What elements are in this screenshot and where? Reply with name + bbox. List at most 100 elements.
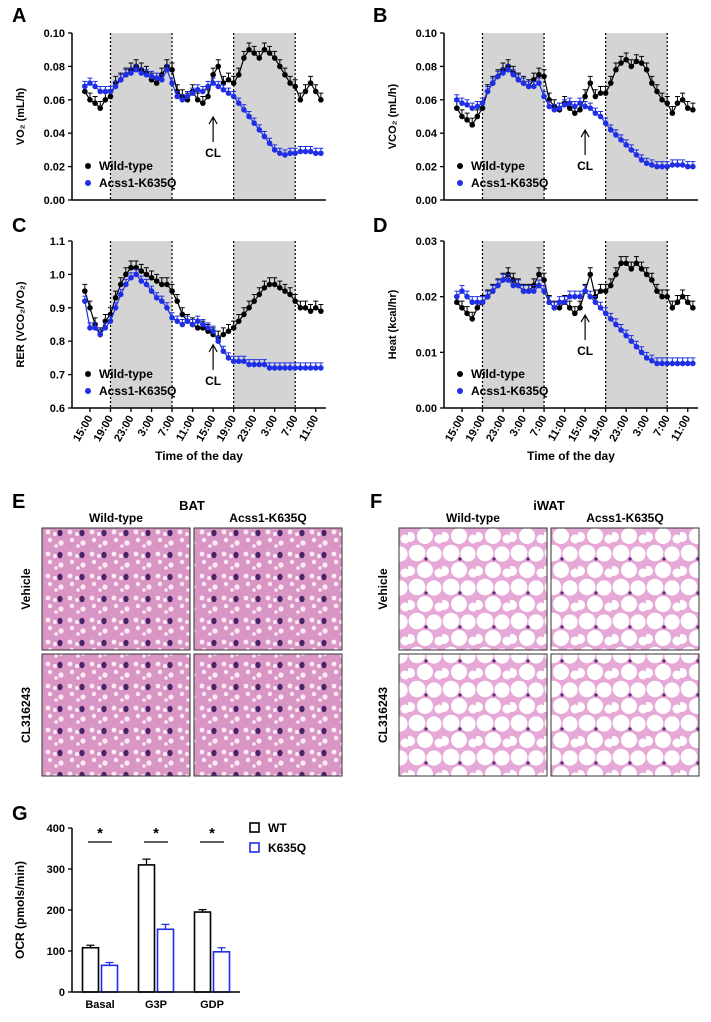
data-point <box>123 271 129 278</box>
data-point <box>292 365 299 371</box>
data-point <box>302 365 309 371</box>
data-point <box>674 162 681 168</box>
data-point <box>251 298 257 304</box>
data-point <box>649 277 655 283</box>
data-point <box>123 71 129 78</box>
data-point <box>230 358 237 365</box>
data-point <box>92 325 98 331</box>
legend-marker <box>249 822 260 833</box>
data-point <box>112 305 119 311</box>
data-point <box>277 284 283 291</box>
data-point <box>282 365 288 371</box>
data-point <box>112 83 119 90</box>
data-point <box>307 80 314 86</box>
data-point <box>607 80 614 86</box>
data-point <box>577 293 583 300</box>
data-point <box>271 281 278 288</box>
data-point <box>210 80 216 86</box>
data-point <box>241 358 247 365</box>
data-point <box>469 299 476 306</box>
data-point <box>87 80 93 86</box>
data-point <box>123 281 129 288</box>
data-point <box>194 318 201 324</box>
data-point <box>107 93 114 100</box>
data-point <box>454 299 460 306</box>
x-axis-label: Time of the day <box>527 449 615 463</box>
data-point <box>649 162 655 168</box>
dark-phase <box>482 33 545 200</box>
data-point <box>200 100 206 106</box>
legend-label: Wild-type <box>99 159 153 173</box>
data-point <box>292 150 299 157</box>
legend-marker <box>457 163 463 169</box>
data-point <box>674 100 681 106</box>
data-point <box>266 281 273 288</box>
data-point <box>479 100 486 106</box>
histology-image <box>41 527 191 651</box>
data-point <box>556 299 563 306</box>
legend-marker <box>457 371 463 377</box>
data-point <box>515 282 522 289</box>
data-point <box>602 310 609 317</box>
y-tick-label: 0.04 <box>44 128 66 140</box>
data-point <box>638 266 645 272</box>
data-point <box>587 105 594 111</box>
legend-marker <box>85 163 91 169</box>
data-point <box>505 277 511 283</box>
data-point <box>495 282 501 289</box>
x-tick-label: 23:00 <box>112 414 136 444</box>
data-point <box>551 305 558 311</box>
data-point <box>148 73 155 80</box>
error-bar <box>198 908 207 913</box>
data-point <box>618 60 624 66</box>
panel-title: BAT <box>179 498 205 513</box>
data-point <box>536 271 542 278</box>
panel-letter: D <box>373 215 387 237</box>
data-point <box>297 305 304 311</box>
data-point <box>287 150 293 157</box>
column-label: Acss1-K635Q <box>229 511 306 525</box>
data-point <box>638 157 645 163</box>
data-point <box>235 100 242 106</box>
data-point <box>520 80 527 86</box>
data-point <box>92 100 98 106</box>
dark-phase <box>482 241 545 408</box>
data-point <box>669 360 676 367</box>
data-point <box>556 305 563 311</box>
significance-mark: * <box>153 825 159 842</box>
data-point <box>153 75 160 81</box>
y-tick-label: 0.00 <box>416 403 437 415</box>
data-point <box>649 80 655 86</box>
data-point <box>133 271 139 278</box>
y-axis-label: VCO₂ (mL/h) <box>387 83 399 149</box>
data-point <box>633 260 640 267</box>
data-point <box>164 66 170 73</box>
data-point <box>205 93 211 100</box>
data-point <box>510 282 517 289</box>
data-point <box>87 325 93 331</box>
annotation-text: CL <box>577 344 593 358</box>
legend-label: Wild-type <box>471 159 525 173</box>
data-point <box>220 331 227 338</box>
data-point <box>587 293 594 300</box>
data-point <box>225 90 232 96</box>
data-point <box>474 103 481 110</box>
data-point <box>618 137 624 143</box>
y-tick-label: 0.8 <box>50 336 65 348</box>
data-point <box>464 117 470 123</box>
bar <box>137 864 156 993</box>
x-tick-label: 15:00 <box>443 414 467 444</box>
data-point <box>220 348 227 355</box>
data-point <box>153 80 160 86</box>
data-point <box>117 76 124 83</box>
data-point <box>613 66 619 73</box>
data-point <box>174 318 180 324</box>
data-point <box>536 80 542 86</box>
data-point <box>643 66 650 73</box>
data-point <box>138 278 145 284</box>
x-tick-label: 23:00 <box>235 414 259 444</box>
data-point <box>469 316 476 322</box>
data-point <box>659 293 665 300</box>
data-point <box>133 66 139 73</box>
data-point <box>318 97 324 103</box>
